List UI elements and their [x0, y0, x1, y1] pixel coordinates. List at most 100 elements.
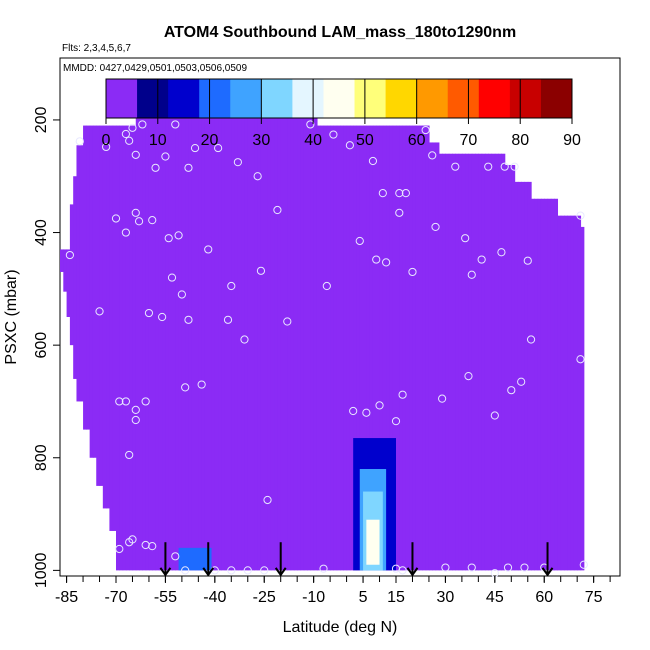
- profile-arrows: [159, 542, 554, 577]
- sample-points: [65, 120, 588, 578]
- coverage-cell-5-15: [185, 114, 190, 571]
- coverage-cell-4-3: [92, 125, 97, 458]
- coverage-cell-13-0: [580, 226, 585, 571]
- sample-point-63: [362, 408, 371, 417]
- coverage-cell-6-23: [392, 125, 397, 571]
- coverage-cell-5-21: [204, 114, 209, 571]
- coverage-cell-11-7: [554, 198, 559, 571]
- coverage-cell-6-22: [389, 125, 394, 571]
- coverage-cell-8-12: [478, 153, 483, 571]
- coverage-cell-8-15: [488, 153, 493, 571]
- sample-point-10: [125, 450, 134, 460]
- sample-point-71: [395, 189, 404, 198]
- coverage-cell-5-29: [231, 114, 236, 571]
- sample-point-37: [184, 163, 193, 172]
- sample-point-81: [441, 563, 450, 572]
- sample-point-3: [102, 142, 111, 152]
- coverage-cell-5-9: [165, 114, 170, 571]
- sample-point-49: [243, 566, 252, 575]
- sample-point-65: [372, 255, 381, 264]
- coverage-cell-4-2: [89, 125, 94, 458]
- x-tick-label: -85: [55, 589, 78, 606]
- sample-point-27: [158, 312, 167, 322]
- sample-point-76: [408, 267, 417, 277]
- colorbar-swatch-0: [106, 79, 138, 118]
- coverage-cell-6-17: [372, 125, 377, 571]
- coverage-cell-12-4: [570, 215, 575, 571]
- sample-point-36: [181, 383, 190, 392]
- coverage-cell-5-24: [214, 114, 219, 571]
- coverage-field: [60, 114, 585, 571]
- sample-point-50: [253, 172, 262, 181]
- plot-area: MMDD: 0427,0429,0501,0503,0506,0509: [59, 57, 621, 578]
- colorbar-tick-label: 30: [252, 132, 270, 149]
- sample-point-75: [401, 189, 410, 198]
- x-tick-label: -25: [253, 589, 276, 606]
- profile-arrow-head: [541, 567, 554, 577]
- profile-arrow-4: [541, 542, 554, 577]
- sample-point-99: [526, 335, 536, 344]
- coverage-cell-5-45: [284, 114, 288, 571]
- coverage-cell-5-30: [234, 114, 239, 571]
- coverage-cell-8-18: [498, 153, 503, 571]
- sample-point-24: [148, 216, 157, 225]
- coverage-cell-5-51: [303, 114, 308, 571]
- coverage-cell-10-0: [514, 181, 519, 571]
- colorbar-swatch-2: [168, 79, 200, 118]
- sample-point-41: [204, 245, 213, 254]
- coverage-cell-5-28: [228, 114, 232, 571]
- sample-point-25: [148, 542, 157, 551]
- profile-arrow-3: [406, 542, 419, 577]
- coverage-cell-8-11: [475, 153, 479, 571]
- coverage-cell-5-25: [218, 114, 223, 571]
- coverage-cell-5-39: [264, 114, 269, 571]
- coverage-cell-4-6: [102, 125, 107, 509]
- sample-point-74: [398, 566, 407, 575]
- x-tick-label: 30: [437, 589, 455, 606]
- sample-point-83: [461, 234, 470, 243]
- sample-point-39: [190, 143, 200, 153]
- coverage-cell-6-27: [405, 125, 410, 571]
- coverage-cell-6-28: [409, 125, 414, 571]
- coverage-cell-8-10: [471, 153, 476, 571]
- sample-point-91: [497, 248, 506, 257]
- coverage-cell-6-26: [402, 125, 407, 571]
- sample-point-61: [349, 406, 358, 416]
- coverage-cell-5-49: [297, 114, 302, 571]
- coverage-cell-6-19: [379, 125, 384, 571]
- sample-point-40: [197, 380, 206, 389]
- coverage-cell-5-50: [300, 114, 305, 571]
- coverage-cell-8-13: [481, 153, 486, 571]
- coverage-cell-5-23: [211, 114, 216, 571]
- coverage-cell-5-31: [237, 114, 242, 571]
- coverage-cell-5-6: [155, 114, 160, 571]
- sample-point-98: [523, 256, 532, 265]
- y-tick-label: 200: [33, 106, 50, 133]
- sample-point-13: [128, 123, 137, 132]
- colorbar-tick-label: 10: [149, 132, 167, 149]
- coverage-cell-5-26: [221, 114, 226, 571]
- coverage-cell-1-0: [69, 204, 74, 346]
- sample-point-17: [131, 405, 140, 415]
- coverage-cell-6-12: [356, 125, 361, 571]
- profile-arrow-1: [202, 542, 215, 577]
- sample-point-28: [161, 152, 170, 161]
- coverage-cell-4-4: [96, 125, 101, 486]
- sample-point-95: [510, 162, 519, 171]
- coverage-cell-11-2: [537, 198, 542, 571]
- x-tick-label: -10: [302, 589, 325, 606]
- coverage-cell-5-35: [251, 114, 255, 571]
- coverage-cell-12-6: [577, 215, 582, 571]
- coverage-cell-5-1: [139, 114, 143, 571]
- sample-point-26: [151, 163, 160, 172]
- colorbar-tick-label: 50: [356, 132, 374, 149]
- sample-point-16: [131, 415, 140, 425]
- sample-point-88: [484, 162, 493, 171]
- sample-point-12: [125, 136, 134, 145]
- colorbar-swatch-8: [354, 79, 387, 118]
- colorbar-swatch-6: [292, 79, 324, 118]
- sample-point-59: [329, 130, 338, 139]
- sample-point-46: [227, 566, 236, 575]
- sample-point-96: [517, 377, 526, 386]
- coverage-cell-4-5: [99, 125, 104, 486]
